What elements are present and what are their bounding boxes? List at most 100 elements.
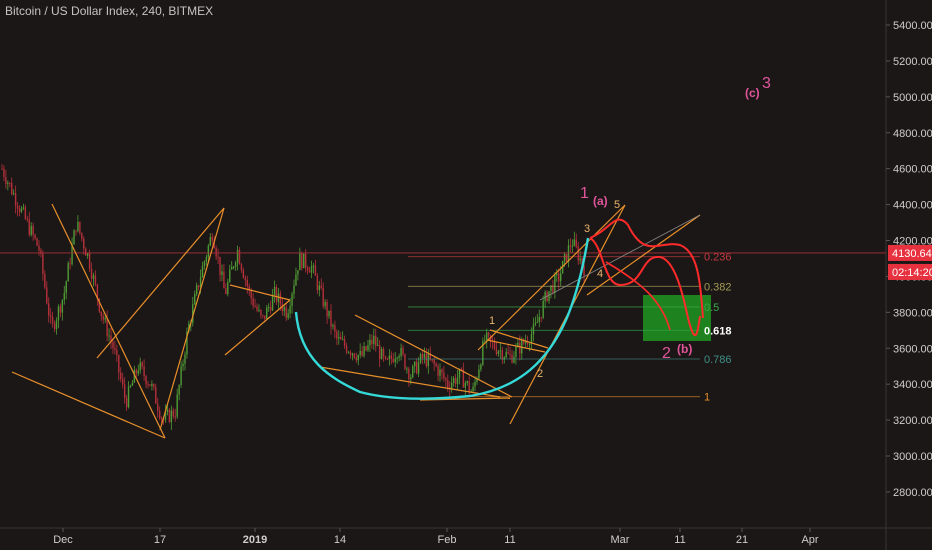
candle-body: [32, 225, 34, 235]
wave-label: 4: [597, 268, 603, 280]
candle-body: [213, 240, 215, 248]
candle-body: [192, 304, 194, 323]
candle-body: [478, 369, 480, 379]
candle-body: [382, 349, 385, 357]
fib-label: 1: [704, 392, 710, 404]
candle-body: [267, 306, 270, 308]
candle-body: [264, 315, 266, 319]
candle-body: [166, 409, 169, 412]
candle-body: [106, 317, 108, 337]
time-axis[interactable]: Dec 17 2019 14 Feb 11 Mar 11 21 Apr: [53, 528, 819, 546]
candle-body: [429, 354, 431, 360]
candle-body: [316, 275, 319, 291]
candle-body: [534, 322, 537, 325]
candle-body: [332, 325, 334, 327]
candle-body: [269, 306, 272, 311]
candle-body: [86, 253, 89, 256]
y-tick-label: 5200.00: [893, 56, 932, 68]
candle-body: [262, 315, 264, 317]
y-tick-label: 3800.00: [893, 307, 932, 319]
candle-body: [197, 285, 200, 288]
wave-label: 5: [614, 199, 620, 211]
candle-body: [254, 305, 256, 307]
candle-body: [219, 256, 221, 275]
candle-body: [375, 335, 377, 346]
candle-body: [92, 275, 95, 279]
candle-body: [238, 249, 241, 265]
candle-body: [40, 250, 42, 254]
candle-body: [303, 253, 305, 269]
candle-body: [194, 294, 196, 305]
candle-body: [456, 377, 459, 384]
candle-body: [460, 368, 463, 370]
y-tick-label: 3000.00: [893, 451, 932, 463]
candle-body: [135, 369, 138, 374]
candle-body: [396, 357, 398, 359]
candle-body: [195, 285, 198, 295]
candle-body: [558, 273, 560, 282]
candle-body: [526, 341, 529, 345]
candle-body: [207, 245, 210, 257]
candle-body: [581, 258, 583, 266]
candle-body: [205, 256, 208, 262]
candle-body: [310, 266, 313, 273]
candle-body: [236, 249, 239, 263]
candle-body: [275, 286, 278, 302]
candle-body: [343, 339, 346, 346]
candle-body: [447, 380, 449, 388]
candle-body: [400, 347, 402, 357]
candle-body: [454, 377, 457, 384]
candle-body: [439, 369, 441, 376]
candle-body: [184, 354, 186, 364]
candle-body: [295, 274, 297, 286]
wave-label: 3: [584, 223, 590, 235]
candle-body: [77, 221, 79, 232]
wave-label: (c): [745, 86, 760, 100]
price-axis[interactable]: 5400.00 5200.00 5000.00 4800.00 4600.00 4400.…: [886, 20, 932, 499]
candle-body: [81, 232, 83, 239]
candle-body: [252, 298, 254, 306]
candle-body: [53, 323, 56, 330]
candle-body: [201, 266, 204, 278]
candle-body: [476, 378, 478, 382]
x-tick-label: 14: [334, 534, 346, 546]
candle-body: [20, 208, 23, 212]
last-price-badge: [888, 244, 932, 261]
x-tick-label: 2019: [243, 534, 267, 546]
candle-body: [499, 350, 502, 352]
candle-body: [417, 362, 420, 374]
candle-body: [528, 343, 531, 345]
cup-curve: [294, 237, 590, 400]
candle-body: [552, 285, 554, 293]
candle-body: [373, 335, 375, 345]
candle-body: [55, 320, 58, 330]
trendline: [229, 284, 291, 301]
candle-body: [123, 384, 126, 398]
candle-body: [229, 269, 231, 282]
y-tick-label: 3400.00: [893, 379, 932, 391]
candle-body: [542, 300, 544, 318]
candle-body: [26, 218, 29, 220]
candle-body: [57, 306, 60, 321]
candle-body: [544, 292, 546, 301]
candle-body: [326, 301, 328, 317]
candle-body: [38, 245, 40, 251]
candle-body: [232, 266, 235, 268]
y-tick-label: 4400.00: [893, 200, 932, 212]
candle-body: [559, 273, 562, 282]
candle-body: [153, 383, 155, 388]
candle-body: [297, 270, 299, 275]
candle-body: [221, 271, 223, 275]
candle-body: [260, 310, 262, 316]
candle-body: [571, 245, 574, 247]
candle-body: [345, 345, 348, 353]
fibonacci-levels: 0.236 0.382 0.5 0.618 0.786 1: [0, 252, 886, 404]
candle-body: [577, 246, 579, 261]
candle-body: [110, 335, 112, 342]
candle-body: [46, 287, 48, 304]
candle-body: [493, 341, 496, 349]
candle-body: [42, 253, 44, 274]
candle-body: [369, 339, 371, 346]
